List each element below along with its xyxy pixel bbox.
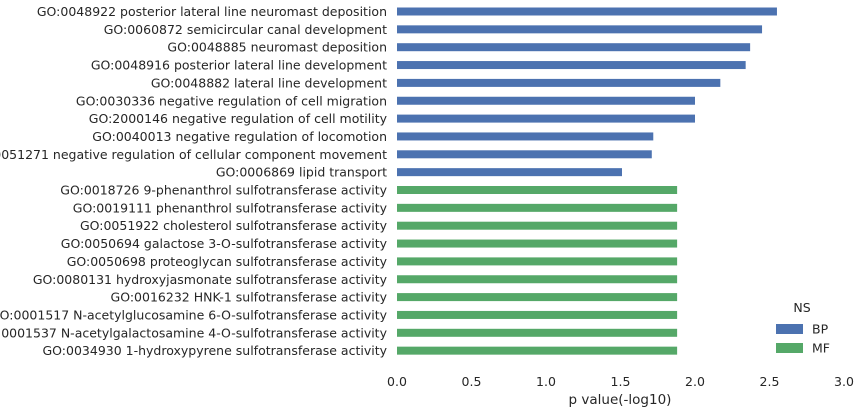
bar-mf [397,293,678,302]
x-tick-label: 2.0 [685,374,705,389]
bar-bp [397,96,695,105]
category-label: GO:0048885 neuromast deposition [167,40,387,55]
category-label: GO:0019111 phenanthrol sulfotransferase … [73,200,388,215]
category-labels: GO:0048922 posterior lateral line neurom… [0,4,388,358]
bar-mf [397,275,678,284]
x-tick-label: 3.0 [834,374,854,389]
bar-bp [397,43,751,52]
bar-bp [397,78,721,87]
category-label: GO:0048882 lateral line development [151,75,387,90]
bar-bp [397,7,777,16]
category-label: GO:0050698 proteoglycan sulfotransferase… [67,254,388,269]
x-tick-label: 1.5 [611,374,631,389]
category-label: GO:0001537 N-acetylgalactosamine 4-O-sul… [0,325,388,340]
category-label: GO:0060872 semicircular canal developmen… [104,22,387,37]
category-label: GO:0050694 galactose 3-O-sulfotransferas… [61,236,388,251]
category-label: GO:0006869 lipid transport [216,165,387,180]
bars-layer [397,7,777,355]
category-label: GO:0051271 negative regulation of cellul… [0,147,387,162]
legend-title: NS [793,300,810,315]
x-tick-label: 0.0 [387,374,407,389]
legend-entries: BP MF [776,322,830,356]
bar-mf [397,346,678,355]
bar-bp [397,61,746,70]
x-tick-label: 2.5 [760,374,780,389]
bar-bp [397,132,654,141]
bar-mf [397,328,678,337]
legend-label-bp: BP [812,322,829,337]
category-label: GO:2000146 negative regulation of cell m… [89,111,388,126]
bar-bp [397,168,622,177]
bar-mf [397,239,678,248]
bar-bp [397,25,763,34]
category-label: GO:0048916 posterior lateral line develo… [91,58,387,73]
category-label: GO:0001517 N-acetylglucosamine 6-O-sulfo… [0,307,388,322]
category-label: GO:0051922 cholesterol sulfotransferase … [80,218,388,233]
bar-bp [397,114,695,123]
category-label: GO:0030336 negative regulation of cell m… [76,93,387,108]
legend: NS BP MF [776,300,830,356]
legend-label-mf: MF [812,341,830,356]
bar-mf [397,203,678,212]
category-label: GO:0080131 hydroxyjasmonate sulfotransfe… [33,272,388,287]
category-label: GO:0034930 1-hydroxypyrene sulfotransfer… [42,343,387,358]
x-axis-ticks: 0.0 0.5 1.0 1.5 2.0 2.5 3.0 [387,374,854,389]
bar-mf [397,257,678,266]
bar-mf [397,221,678,230]
category-label: GO:0048922 posterior lateral line neurom… [37,4,387,19]
x-tick-label: 0.5 [462,374,482,389]
legend-swatch-bp [776,324,803,334]
x-tick-label: 1.0 [536,374,556,389]
bar-bp [397,150,652,159]
category-label: GO:0040013 negative regulation of locomo… [92,129,387,144]
category-label: GO:0016232 HNK-1 sulfotransferase activi… [111,290,388,305]
bar-mf [397,310,678,319]
x-axis-title: p value(-log10) [569,392,672,408]
legend-swatch-mf [776,343,803,353]
category-label: GO:0018726 9-phenanthrol sulfotransferas… [60,183,387,198]
bar-mf [397,186,678,194]
